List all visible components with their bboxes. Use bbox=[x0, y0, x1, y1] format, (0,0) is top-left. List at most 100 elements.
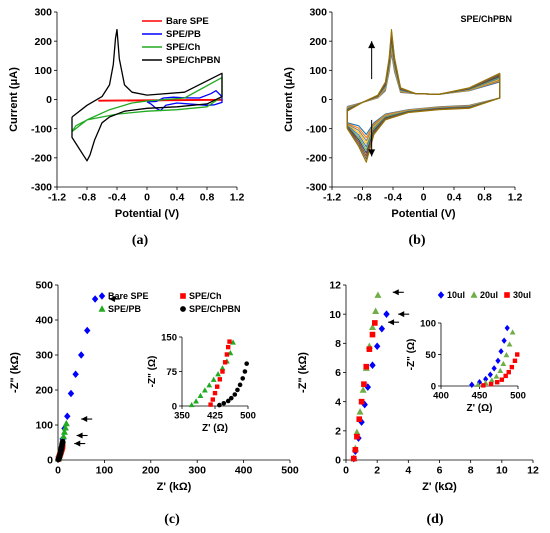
inset-point-30ul bbox=[512, 358, 518, 363]
legend-marker bbox=[504, 292, 510, 298]
inset-point-SPE/ChPBN bbox=[240, 376, 246, 381]
inset-point-10ul bbox=[491, 365, 497, 372]
y-tick-label: 100 bbox=[420, 318, 436, 329]
inset-point-SPE/ChPBN bbox=[228, 395, 234, 401]
inset-x-axis-title: Z' (Ω) bbox=[202, 423, 228, 434]
inset-point-SPE/ChPBN bbox=[237, 382, 243, 388]
x-axis-title: Z' (kΩ) bbox=[422, 481, 457, 493]
x-tick-label: 10 bbox=[496, 465, 508, 477]
inset-point-SPE/PB bbox=[201, 387, 208, 393]
x-tick-label: 500 bbox=[510, 391, 526, 402]
y-tick-label: 50 bbox=[425, 350, 436, 361]
x-tick-label: 0 bbox=[144, 192, 150, 204]
legend-marker bbox=[98, 305, 106, 312]
data-point-SPE/PB bbox=[60, 428, 68, 435]
x-tick-label: 0.4 bbox=[447, 192, 462, 204]
data-point-30ul bbox=[372, 320, 378, 326]
data-point-30ul bbox=[350, 455, 357, 462]
legend-label: SPE/PB bbox=[108, 304, 142, 314]
point-arrow-head bbox=[398, 311, 405, 318]
point-arrow-head bbox=[81, 416, 88, 423]
y-tick-label: 100 bbox=[309, 65, 327, 77]
inset-point-10ul bbox=[501, 337, 507, 344]
inset-point-10ul bbox=[487, 371, 493, 378]
inset-point-SPE/Ch bbox=[220, 369, 225, 374]
data-point-SPE/PB bbox=[61, 424, 69, 431]
scan-curve-9 bbox=[346, 28, 501, 163]
x-tick-label: 0 bbox=[421, 192, 427, 204]
x-tick-label: 1.2 bbox=[508, 192, 523, 204]
y-tick-label: 0 bbox=[46, 94, 52, 106]
trend-arrow-head bbox=[368, 149, 376, 157]
inset-point-30ul bbox=[495, 380, 500, 385]
inset-point-10ul bbox=[504, 324, 510, 332]
y-tick-label: 200 bbox=[34, 36, 52, 48]
inset-point-30ul bbox=[503, 373, 508, 379]
x-tick-label: 0 bbox=[343, 465, 349, 477]
data-point-SPE/PB bbox=[60, 432, 68, 440]
legend-marker bbox=[437, 291, 445, 299]
legend-marker bbox=[98, 292, 106, 300]
inset-point-SPE/ChPBN bbox=[244, 361, 249, 366]
data-point-30ul bbox=[356, 416, 363, 422]
x-tick-label: 6 bbox=[437, 465, 443, 477]
x-tick-label: 300 bbox=[188, 465, 206, 477]
y-tick-label: -100 bbox=[306, 123, 327, 135]
y-tick-label: 200 bbox=[309, 36, 327, 48]
data-point-20ul bbox=[372, 307, 380, 314]
x-tick-label: -1.2 bbox=[48, 192, 66, 204]
point-arrow-head bbox=[76, 432, 83, 439]
y-tick-label: 500 bbox=[35, 280, 53, 292]
inset-y-axis-title: -Z" (Ω) bbox=[147, 356, 158, 388]
panel-label: (d) bbox=[426, 512, 443, 527]
inset-point-20ul bbox=[488, 377, 495, 383]
x-tick-label: -0.4 bbox=[108, 192, 126, 204]
data-point-30ul bbox=[354, 433, 360, 440]
x-tick-label: 2 bbox=[374, 465, 380, 477]
inset-y-axis-title: -Z" (Ω) bbox=[406, 339, 417, 371]
x-tick-label: 400 bbox=[433, 391, 449, 402]
inset-point-SPE/ChPBN bbox=[221, 400, 227, 406]
x-axis-title: Z' (kΩ) bbox=[157, 481, 192, 493]
x-tick-label: 0.8 bbox=[477, 192, 492, 204]
y-tick-label: 300 bbox=[309, 7, 327, 19]
inset-point-SPE/Ch bbox=[222, 360, 228, 365]
y-axis-title: Current (μA) bbox=[283, 67, 295, 132]
y-tick-label: 200 bbox=[35, 385, 53, 397]
inset-point-SPE/ChPBN bbox=[225, 398, 231, 404]
inset-point-30ul bbox=[509, 364, 515, 370]
x-tick-label: 350 bbox=[174, 411, 190, 422]
inset-point-SPE/PB bbox=[210, 376, 217, 382]
y-tick-label: 12 bbox=[329, 280, 341, 292]
data-point-30ul bbox=[363, 363, 370, 370]
data-point-10ul bbox=[364, 383, 372, 391]
trend-arrow-head bbox=[368, 41, 376, 49]
x-tick-label: 450 bbox=[472, 391, 488, 402]
x-tick-label: 12 bbox=[527, 465, 539, 477]
x-tick-label: 200 bbox=[142, 465, 160, 477]
data-point-10ul bbox=[358, 418, 365, 426]
x-tick-label: -0.8 bbox=[78, 192, 96, 204]
inset-point-SPE/PB bbox=[193, 398, 199, 404]
panel-label: (b) bbox=[408, 233, 425, 248]
point-arrow-head bbox=[74, 440, 81, 447]
x-tick-label: 8 bbox=[468, 465, 474, 477]
y-tick-label: 300 bbox=[34, 7, 52, 19]
inset-plot-c: 350 425 500 0 75 150 Z' (Ω) -Z" (Ω) bbox=[147, 332, 256, 434]
inset-point-SPE/Ch bbox=[212, 390, 218, 396]
x-axis-title: Potential (V) bbox=[391, 208, 456, 220]
chart-panel-a: -1.2 -0.8 -0.4 0 0.4 0.8 1.2 -300 -200 -100 0 100 20… bbox=[8, 7, 244, 248]
inset-point-30ul bbox=[481, 383, 486, 388]
data-point-20ul bbox=[359, 386, 367, 393]
y-tick-label: -200 bbox=[31, 153, 52, 165]
inset-point-10ul bbox=[469, 381, 475, 388]
inset-point-20ul bbox=[497, 367, 504, 373]
inset-point-SPE/ChPBN bbox=[242, 369, 248, 374]
x-tick-label: 0.4 bbox=[170, 192, 185, 204]
data-point-10ul bbox=[378, 324, 386, 333]
inset-point-30ul bbox=[488, 381, 494, 387]
inset-point-SPE/PB bbox=[188, 401, 195, 408]
inset-point-30ul bbox=[515, 352, 520, 357]
point-arrow-head bbox=[388, 319, 395, 326]
inset-point-20ul bbox=[500, 360, 507, 367]
